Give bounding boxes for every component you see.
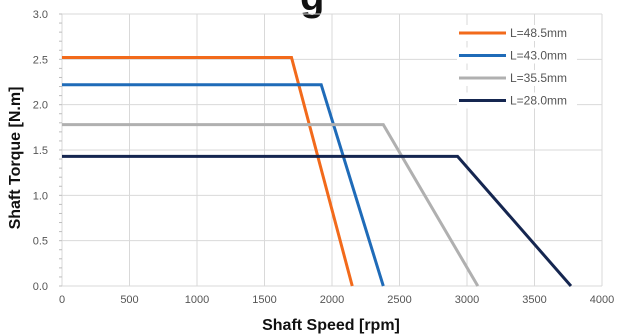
x-tick-label: 4000	[590, 294, 614, 306]
x-tick-label: 500	[120, 294, 138, 306]
y-tick-label: 1.0	[33, 190, 48, 202]
axes: 0 500 1000 1500 2000 2500 3000 3500 4000 0.0 0.5 1.…	[33, 9, 615, 306]
legend-label: L=35.5mm	[510, 71, 567, 85]
legend-label: L=43.0mm	[510, 49, 567, 63]
y-tick-label: 0.5	[33, 236, 48, 248]
x-tick-label: 0	[59, 294, 65, 306]
legend-item-bg	[457, 70, 577, 86]
y-tick-label: 0.0	[33, 281, 48, 293]
x-tick-label: 1500	[252, 294, 276, 306]
legend-label: L=48.5mm	[510, 26, 567, 40]
y-tick-label: 1.5	[33, 145, 48, 157]
x-tick-label: 2500	[387, 294, 411, 306]
series-line-1	[62, 56, 354, 287]
x-axis-label: Shaft Speed [rpm]	[262, 317, 400, 334]
legend-item-bg	[457, 47, 577, 64]
y-tick-label: 2.0	[33, 100, 48, 112]
x-tick-label: 3500	[522, 294, 546, 306]
series-line-4	[62, 154, 573, 287]
x-tick-label: 3000	[455, 294, 479, 306]
legend-item-bg	[457, 92, 577, 109]
x-tick-label: 2000	[320, 294, 344, 306]
series-line-3	[62, 123, 480, 287]
chart-title-fragment: g	[300, 0, 324, 19]
legend-label: L=28.0mm	[510, 94, 567, 108]
legend: L=48.5mm L=43.0mm L=35.5mm L=28.0mm	[457, 25, 577, 109]
y-tick-label: 2.5	[33, 54, 48, 66]
series-line-2	[62, 83, 385, 287]
y-tick-label: 3.0	[33, 9, 48, 21]
x-tick-label: 1000	[185, 294, 209, 306]
y-axis-label: Shaft Torque [N.m]	[7, 87, 24, 230]
series-lines	[62, 56, 573, 287]
legend-item-bg	[457, 25, 577, 41]
